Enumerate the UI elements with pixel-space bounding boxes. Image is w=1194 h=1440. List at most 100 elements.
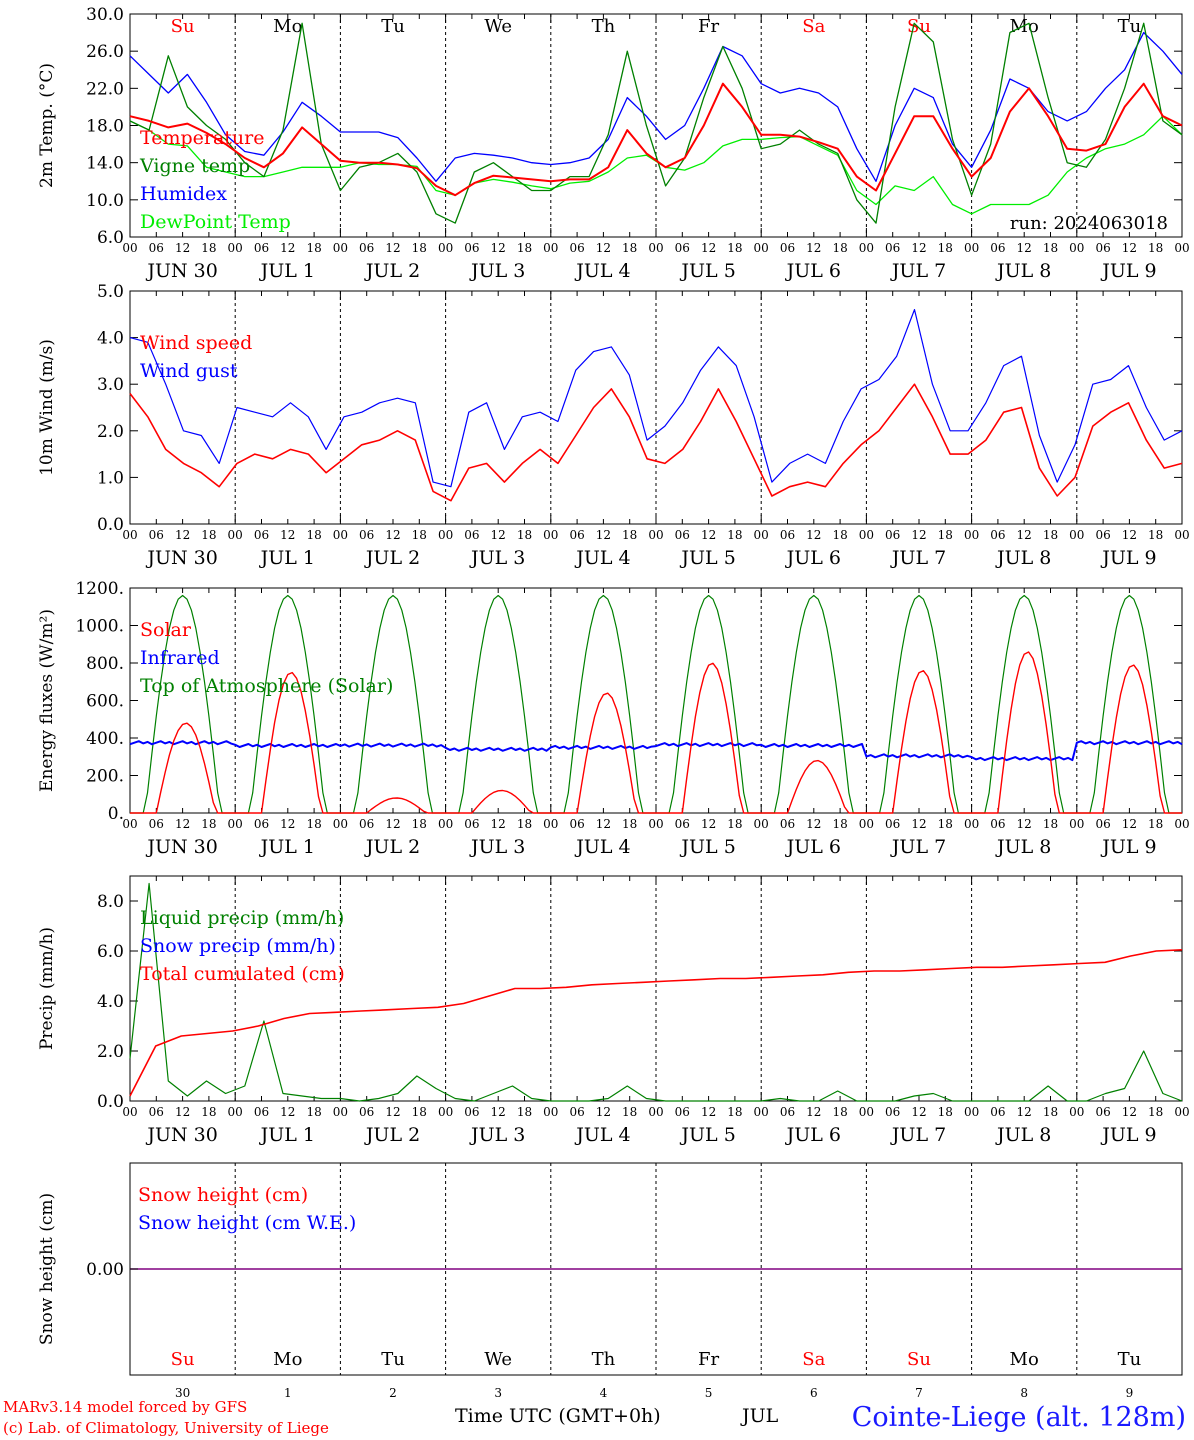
x-hour-label: 06: [569, 528, 584, 542]
legend-3: Top of Atmosphere (Solar): [140, 675, 393, 697]
x-hour-label: 12: [491, 1105, 506, 1119]
x-hour-label: 06: [1095, 528, 1110, 542]
legend-1: Liquid precip (mm/h): [140, 907, 344, 929]
x-hour-label: 12: [491, 528, 506, 542]
y-tick-label: 600.: [86, 692, 124, 712]
x-hour-label: 00: [1174, 528, 1189, 542]
x-hour-label: 18: [1148, 1105, 1163, 1119]
y-tick-label: 1200.: [75, 579, 124, 599]
x-hour-label: 00: [754, 817, 769, 831]
x-hour-label: 06: [254, 817, 269, 831]
series-humidex: [129, 31, 1183, 182]
x-date-label: JUL 6: [785, 547, 841, 569]
x-hour-label: 06: [675, 241, 690, 255]
x-hour-label: 06: [885, 528, 900, 542]
x-hour-label: 00: [122, 241, 137, 255]
x-hour-label: 00: [543, 241, 558, 255]
x-weekday-label: Su: [171, 1349, 195, 1370]
y-axis-label: 10m Wind (m/s): [37, 339, 57, 476]
x-hour-label: 12: [701, 817, 716, 831]
x-hour-label: 00: [228, 1105, 243, 1119]
x-hour-label: 06: [149, 528, 164, 542]
x-hour-label: 00: [228, 241, 243, 255]
x-hour-label: 12: [280, 528, 295, 542]
panel-1: 00 06 12 18 JUN 30 00 06 12 18 JUL 1 00 06 12 18 JUL 2…: [37, 5, 1190, 282]
x-hour-label: 00: [438, 241, 453, 255]
y-tick-label: 3.0: [97, 375, 124, 395]
x-hour-label: 06: [1095, 817, 1110, 831]
x-hour-label: 06: [780, 817, 795, 831]
y-tick-label: 400.: [86, 729, 124, 749]
x-hour-label: 12: [911, 1105, 926, 1119]
x-hour-label: 06: [254, 528, 269, 542]
x-weekday-label: Tu: [1118, 1349, 1142, 1370]
x-hour-label: 00: [859, 817, 874, 831]
x-hour-label: 12: [1122, 528, 1137, 542]
x-hour-label: 06: [990, 1105, 1005, 1119]
x-hour-label: 12: [1122, 241, 1137, 255]
x-hour-label: 12: [385, 241, 400, 255]
y-axis-label: 2m Temp. (°C): [37, 63, 57, 188]
x-date-label: JUL 3: [469, 547, 525, 569]
x-hour-label: 18: [201, 528, 216, 542]
month-label: JUL: [742, 1405, 779, 1427]
y-tick-label: 4.0: [97, 329, 124, 349]
x-hour-label: 12: [1017, 817, 1032, 831]
x-hour-label: 06: [1095, 1105, 1110, 1119]
x-hour-label: 12: [596, 241, 611, 255]
x-day-number: 3: [494, 1386, 502, 1400]
x-hour-label: 18: [622, 241, 637, 255]
y-tick-label: 0.0: [97, 515, 124, 535]
x-hour-label: 06: [885, 817, 900, 831]
x-date-label: JUL 8: [995, 260, 1051, 282]
x-weekday-label: Sa: [802, 16, 825, 37]
x-date-label: JUL 5: [679, 547, 735, 569]
x-weekday-label: Mo: [273, 16, 302, 37]
x-hour-label: 00: [1069, 528, 1084, 542]
x-weekday-label: Mo: [1010, 16, 1039, 37]
y-tick-label: 18.0: [86, 117, 124, 137]
x-hour-label: 18: [1043, 241, 1058, 255]
x-hour-label: 06: [359, 528, 374, 542]
x-hour-label: 12: [280, 241, 295, 255]
y-tick-label: 5.0: [97, 282, 124, 302]
x-hour-label: 06: [359, 1105, 374, 1119]
x-hour-label: 06: [149, 817, 164, 831]
x-day-number: 7: [915, 1386, 923, 1400]
x-hour-label: 12: [701, 241, 716, 255]
x-weekday-label: Tu: [381, 16, 405, 37]
x-hour-label: 00: [859, 528, 874, 542]
panel-4: 00 06 12 18 JUN 30 00 06 12 18 JUL 1 00 06 12 18 JUL 2…: [37, 875, 1190, 1146]
x-hour-label: 18: [622, 1105, 637, 1119]
x-hour-label: 00: [333, 528, 348, 542]
x-hour-label: 12: [385, 1105, 400, 1119]
x-day-number: 9: [1126, 1386, 1134, 1400]
x-hour-label: 06: [254, 241, 269, 255]
x-hour-label: 00: [964, 817, 979, 831]
x-hour-label: 18: [306, 817, 321, 831]
x-day-number: 4: [600, 1386, 608, 1400]
y-tick-label: 10.0: [86, 191, 124, 211]
x-date-label: JUL 5: [679, 260, 735, 282]
x-date-label: JUN 30: [145, 547, 217, 569]
x-hour-label: 12: [911, 817, 926, 831]
x-hour-label: 06: [359, 241, 374, 255]
x-hour-label: 06: [780, 528, 795, 542]
x-hour-label: 06: [990, 817, 1005, 831]
x-hour-label: 18: [201, 241, 216, 255]
x-hour-label: 18: [412, 817, 427, 831]
x-hour-label: 06: [885, 1105, 900, 1119]
x-hour-label: 06: [569, 241, 584, 255]
x-hour-label: 06: [675, 817, 690, 831]
x-weekday-label: Mo: [1010, 1349, 1039, 1370]
series-total-cumulated: [129, 949, 1183, 1097]
x-hour-label: 12: [701, 1105, 716, 1119]
x-hour-label: 06: [464, 528, 479, 542]
legend-1: Snow height (cm): [138, 1184, 308, 1206]
y-tick-label: 2.0: [97, 422, 124, 442]
x-hour-label: 18: [938, 241, 953, 255]
x-hour-label: 18: [622, 817, 637, 831]
x-hour-label: 12: [596, 817, 611, 831]
x-hour-label: 18: [938, 1105, 953, 1119]
